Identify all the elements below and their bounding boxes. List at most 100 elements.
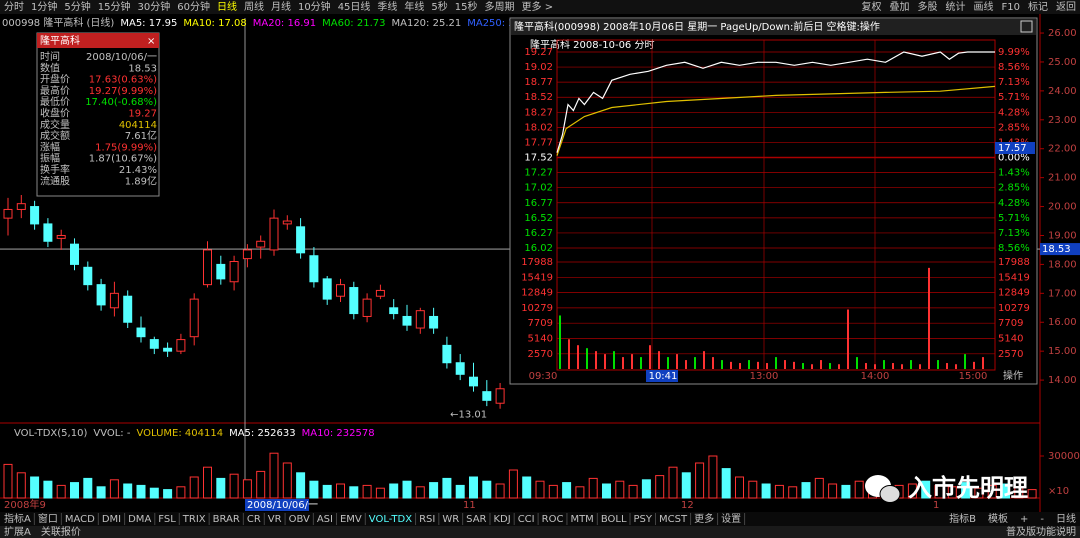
toolbar-item[interactable]: 5分钟	[64, 0, 90, 13]
indicator-tab[interactable]: FSL	[158, 514, 176, 525]
toolbar-item[interactable]: 多周期	[485, 0, 515, 13]
status-item[interactable]: 普及版功能说明	[1006, 525, 1076, 538]
indicator-tab[interactable]: BOLL	[601, 514, 627, 525]
intraday-volume-bar	[856, 357, 858, 369]
cursor-price: 18.53	[1042, 244, 1071, 255]
toolbar-item[interactable]: 45日线	[338, 0, 371, 13]
popup-close[interactable]	[1020, 20, 1033, 33]
volume-bar	[349, 486, 359, 499]
indicator-tab[interactable]: VR	[268, 514, 282, 525]
indicator-tab[interactable]: 日线	[1056, 512, 1076, 525]
indicator-tab[interactable]: MACD	[65, 514, 95, 525]
candle-body	[30, 206, 40, 225]
indicator-tab[interactable]: 指标A	[4, 512, 31, 525]
toolbar-item[interactable]: 周线	[244, 0, 264, 13]
volume-bar	[1027, 489, 1037, 499]
candle-body	[176, 339, 186, 352]
indicator-tab[interactable]: CCI	[518, 514, 535, 525]
info-label: 时间	[40, 50, 60, 63]
volume-bar	[309, 480, 319, 499]
volume-unit: ×10	[1048, 486, 1069, 497]
toolbar-item[interactable]: 年线	[404, 0, 424, 13]
indicator-tab[interactable]: TRIX	[182, 514, 206, 525]
intraday-volume-bar	[874, 364, 876, 369]
indicator-tab[interactable]: MTM	[570, 514, 593, 525]
volume-bar	[336, 483, 345, 499]
toolbar-item[interactable]: 返回	[1056, 1, 1076, 13]
intraday-volume-bar	[595, 351, 597, 369]
pct-label: 2.85%	[998, 122, 1030, 133]
indicator-tab[interactable]: SAR	[466, 514, 486, 525]
indicator-tab[interactable]: -	[1040, 514, 1044, 525]
candle-body	[109, 292, 119, 309]
indicator-tab[interactable]: EMV	[340, 514, 362, 525]
status-item[interactable]: 关联报价	[41, 525, 81, 538]
indicator-tab[interactable]: BRAR	[213, 514, 240, 525]
info-label: 流通股	[40, 174, 70, 187]
status-bg	[0, 526, 1080, 538]
vol-label: 5140	[998, 334, 1023, 345]
volume-bar	[442, 477, 452, 499]
toolbar-item[interactable]: 60分钟	[177, 0, 210, 13]
candle-body	[216, 263, 226, 280]
volume-bar	[575, 486, 585, 499]
pct-label: 4.28%	[998, 107, 1030, 118]
indicator-tab[interactable]: 更多	[694, 512, 714, 525]
toolbar-item[interactable]: 10分钟	[298, 0, 331, 13]
toolbar-item[interactable]: 标记	[1028, 1, 1048, 13]
indicator-tab[interactable]: PSY	[634, 514, 653, 525]
toolbar-item[interactable]: 15分钟	[98, 0, 131, 13]
indicator-tab[interactable]: OBV	[289, 514, 310, 525]
y-tick-label: 17.00	[1048, 288, 1077, 299]
toolbar-item[interactable]: 日线	[217, 0, 237, 13]
toolbar-item[interactable]: 1分钟	[31, 0, 57, 13]
toolbar-item[interactable]: 5秒	[431, 0, 447, 13]
price-label: 17.77	[524, 137, 553, 148]
info-close[interactable]: ×	[147, 36, 155, 47]
indicator-tab[interactable]: ASI	[317, 514, 333, 525]
toolbar-item[interactable]: 分时	[4, 1, 24, 13]
indicator-tab[interactable]: MCST	[659, 514, 688, 525]
toolbar-item[interactable]: 15秒	[455, 0, 478, 13]
info-label: 成交额	[40, 129, 70, 142]
indicator-tab[interactable]: 指标B	[949, 512, 976, 525]
volume-bar	[469, 476, 478, 499]
candle-body	[83, 266, 93, 286]
toolbar-item[interactable]: 30分钟	[137, 0, 170, 13]
toolbar-item[interactable]: 更多 >	[522, 0, 554, 13]
indicator-tab[interactable]: 模板	[988, 512, 1008, 525]
indicator-tab[interactable]: WR	[442, 514, 459, 525]
indicator-tab[interactable]: +	[1020, 514, 1028, 525]
indicator-tab[interactable]: DMI	[102, 514, 121, 525]
toolbar-item[interactable]: 叠加	[890, 1, 910, 13]
indicator-tab[interactable]: VOL-TDX	[369, 514, 412, 525]
toolbar-item[interactable]: 多股	[918, 0, 938, 13]
toolbar-item[interactable]: 季线	[377, 0, 397, 13]
toolbar-item[interactable]: 统计	[946, 0, 966, 13]
intraday-volume-bar	[793, 361, 795, 369]
indicator-tab[interactable]: ROC	[542, 514, 564, 525]
toolbar-item[interactable]: F10	[1002, 2, 1020, 13]
indicator-tab[interactable]: 设置	[721, 513, 741, 525]
indicator-tab[interactable]: RSI	[419, 514, 435, 525]
intraday-volume-bar	[631, 354, 633, 369]
popup-action[interactable]: 操作	[1003, 369, 1023, 382]
indicator-tab[interactable]: 窗口	[38, 512, 58, 525]
intraday-volume-bar	[577, 345, 579, 369]
indicator-tab[interactable]: DMA	[128, 514, 151, 525]
intraday-volume-bar	[721, 360, 723, 369]
y-tick-label: 30000	[1048, 451, 1080, 462]
price-label: 19.02	[524, 62, 553, 73]
intraday-volume-bar	[910, 360, 912, 369]
indicator-tab[interactable]: KDJ	[493, 514, 510, 525]
toolbar-item[interactable]: 月线	[271, 0, 291, 13]
toolbar-item[interactable]: 画线	[974, 0, 994, 13]
volume-bar	[934, 484, 944, 499]
low-annotation: ←13.01	[450, 410, 487, 421]
y-tick-label: 26.00	[1048, 28, 1077, 39]
intraday-volume-bar	[964, 354, 966, 369]
status-item[interactable]: 扩展A	[4, 525, 31, 538]
toolbar-item[interactable]: 复权	[862, 0, 882, 13]
candle-body	[70, 243, 79, 265]
indicator-tab[interactable]: CR	[247, 514, 261, 525]
